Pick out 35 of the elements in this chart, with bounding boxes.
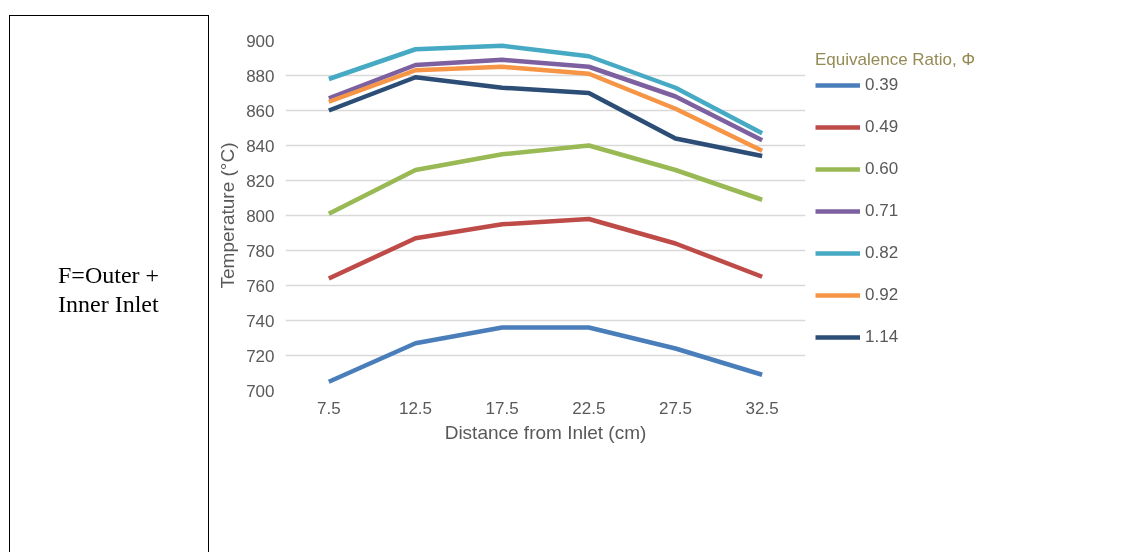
line-series [326,57,765,143]
y-tick-label: 720 [246,346,275,366]
y-tick-label: 800 [246,206,275,226]
legend-label: 0.60 [865,159,899,179]
y-tick-label: 700 [246,381,275,401]
y-tick-label: 760 [246,276,275,296]
legend-label: 0.39 [865,75,899,95]
y-tick-label: 880 [246,66,275,86]
line-series [326,216,765,281]
x-tick-label: 17.5 [485,398,519,418]
x-tick-label: 12.5 [398,398,433,418]
legend-label: 0.49 [865,117,899,137]
legend-title: Equivalence Ratio, Φ [815,50,976,70]
y-tick-label: 840 [246,136,275,156]
y-tick-label: 740 [246,311,275,331]
line-series [326,43,765,136]
y-tick-label: 900 [246,31,275,51]
x-tick-label: 7.5 [317,398,341,418]
y-tick-label: 820 [246,171,275,191]
line-series [326,64,765,153]
y-axis-title: Temperature (°C) [217,142,239,289]
text: F=Outer + Inner Inlet [58,261,161,319]
line-series [326,325,765,384]
legend-label: 1.14 [865,327,899,347]
y-tick-label: 860 [246,101,275,121]
line-series [326,75,765,159]
legend-label: 0.71 [865,201,899,221]
line-series [326,143,765,216]
x-tick-label: 27.5 [658,398,693,418]
x-tick-label: 32.5 [745,398,779,418]
legend-label: 0.92 [865,285,899,305]
x-axis-title: Distance from Inlet (cm) [444,421,647,443]
legend-label: 0.82 [865,243,899,263]
x-tick-label: 22.5 [572,398,606,418]
y-tick-label: 780 [246,241,275,261]
